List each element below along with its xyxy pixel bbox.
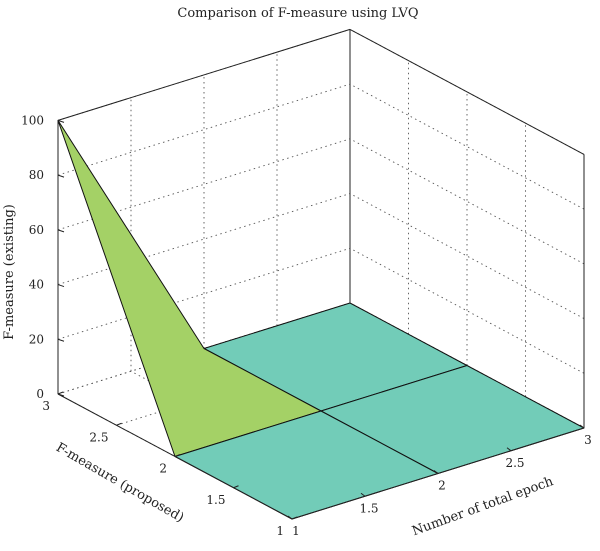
- grid-line: [57, 83, 351, 176]
- x-tick-mark: [287, 515, 293, 520]
- z-tick-label: 100: [21, 113, 44, 127]
- x-tick-mark: [360, 492, 366, 497]
- grid-line: [349, 83, 585, 210]
- z-tick-label: 60: [29, 223, 44, 237]
- y-tick-label: 1.5: [206, 493, 225, 507]
- z-tick-label: 0: [36, 387, 44, 401]
- z-tick-label: 40: [29, 278, 44, 292]
- ticks-layer: 0 20 40 60 80 100 1 1.5 2 2.5 3 1 1.5 2 2.5 3: [21, 113, 592, 538]
- surface-patch: [57, 119, 322, 457]
- z-tick-mark: [57, 393, 65, 397]
- z-tick-label: 80: [29, 168, 44, 182]
- x-tick-mark: [579, 424, 585, 429]
- x-tick-label: 2: [438, 479, 446, 493]
- grid-line: [349, 247, 585, 374]
- box-edge: [57, 28, 351, 121]
- z-tick-mark: [57, 338, 65, 342]
- x-tick-label: 1.5: [359, 501, 378, 515]
- grid-line: [349, 193, 585, 319]
- grid-line: [57, 302, 351, 395]
- x-tick-label: 2.5: [505, 456, 524, 470]
- z-tick-mark: [57, 284, 65, 288]
- y-tick-label: 2.5: [89, 430, 108, 444]
- x-tick-label: 3: [584, 433, 592, 447]
- x-axis-label: Number of total epoch: [410, 474, 556, 539]
- chart-title: Comparison of F-measure using LVQ: [177, 6, 418, 21]
- y-tick-label: 1: [276, 524, 284, 538]
- z-tick-label: 20: [29, 332, 44, 346]
- x-tick-label: 1: [292, 524, 300, 538]
- y-tick-label: 3: [42, 399, 50, 413]
- y-axis-label: F-measure (proposed): [53, 440, 186, 526]
- y-tick-mark: [291, 516, 298, 520]
- x-tick-mark: [433, 470, 439, 474]
- z-axis-label: F-measure (existing): [2, 204, 17, 340]
- z-tick-mark: [57, 174, 65, 178]
- y-tick-label: 2: [159, 462, 167, 476]
- z-tick-mark: [57, 229, 65, 233]
- grid-line: [57, 193, 351, 285]
- z-tick-mark: [57, 119, 65, 123]
- y-tick-mark: [57, 391, 64, 395]
- y-tick-mark: [174, 454, 181, 457]
- surface-layer: [57, 119, 585, 520]
- x-tick-mark: [506, 447, 512, 452]
- grid-line: [57, 247, 351, 340]
- grid-line: [349, 138, 585, 265]
- box-edge: [349, 28, 585, 155]
- y-tick-mark: [116, 422, 122, 426]
- y-tick-mark: [233, 485, 239, 489]
